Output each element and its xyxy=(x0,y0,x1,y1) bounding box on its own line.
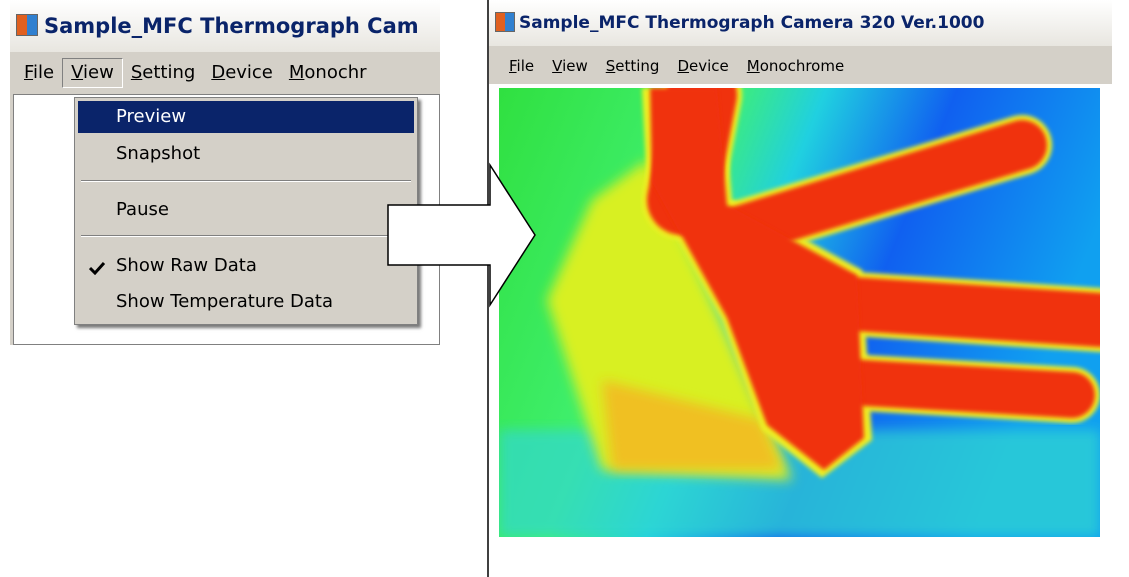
title-bar: Sample_MFC Thermograph Camera 320 Ver.10… xyxy=(489,0,1112,46)
menu-item[interactable]: Setting xyxy=(123,58,203,88)
dropdown-item[interactable]: Show Raw Data xyxy=(78,250,414,282)
dropdown-item[interactable]: Snapshot xyxy=(78,138,414,170)
menu-item[interactable]: View xyxy=(62,58,123,88)
page: Sample_MFC Thermograph Cam FileViewSetti… xyxy=(0,0,1129,577)
dropdown-item[interactable]: Show Temperature Data xyxy=(78,286,414,318)
dropdown-menu: Preview Snapshot Pause Show Raw Data Show Te… xyxy=(74,97,418,325)
separator xyxy=(81,235,411,237)
menu-item[interactable]: File xyxy=(503,53,540,79)
window-title: Sample_MFC Thermograph Camera 320 Ver.10… xyxy=(519,13,984,33)
app-icon xyxy=(16,14,38,36)
menu-item[interactable]: File xyxy=(16,58,62,88)
separator xyxy=(81,180,411,182)
menu-item[interactable]: Setting xyxy=(600,53,666,79)
right-window: Sample_MFC Thermograph Camera 320 Ver.10… xyxy=(487,0,1112,577)
title-bar: Sample_MFC Thermograph Cam xyxy=(10,0,440,52)
menu-item[interactable]: Monochr xyxy=(281,58,375,88)
dropdown-item[interactable]: Pause xyxy=(78,194,414,226)
window-title: Sample_MFC Thermograph Cam xyxy=(44,14,419,38)
menu-item[interactable]: Device xyxy=(671,53,734,79)
menu-item[interactable]: Monochrome xyxy=(741,53,850,79)
thermal-image xyxy=(499,88,1100,537)
menu-item[interactable]: Device xyxy=(203,58,281,88)
app-icon xyxy=(495,12,515,32)
menu-item[interactable]: View xyxy=(546,53,594,79)
dropdown-item[interactable]: Preview xyxy=(78,101,414,133)
